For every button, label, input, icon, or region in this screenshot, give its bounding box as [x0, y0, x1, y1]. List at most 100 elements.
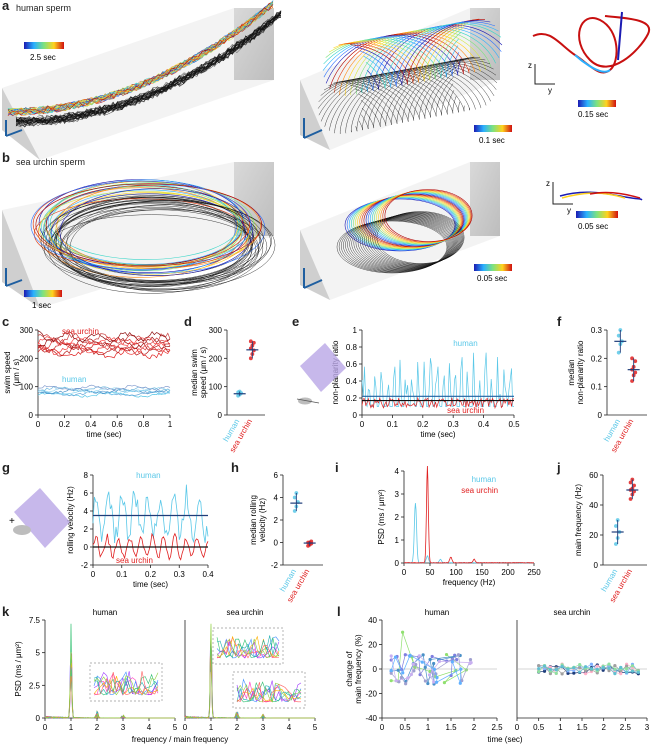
x-axis-label: frequency / main frequency	[132, 735, 229, 744]
inset-line	[93, 672, 159, 696]
b2-shadow-ring	[368, 213, 461, 266]
a2-shadow-curve	[328, 60, 464, 120]
panel-c-swim-speed: 0 100 200 300 0 0.2 0.4 0.6 0.8 1 time (sec) swim s…	[3, 326, 173, 439]
a2-shadow-curve	[333, 57, 469, 121]
data-point	[632, 483, 636, 488]
b1-ring	[56, 183, 261, 269]
panel-label-a: a	[2, 0, 10, 13]
colorbar-b3	[576, 211, 618, 218]
x-tick-label: 1.5	[445, 723, 457, 732]
inset-line	[93, 676, 159, 696]
b2-shadow-ring	[343, 219, 450, 272]
b2-ring	[359, 195, 462, 248]
x-tick-label: 3	[261, 723, 266, 732]
a2-shadow-curve	[350, 58, 486, 124]
y-tick-label: 2.5	[29, 681, 41, 690]
y-tick-label: 4	[395, 467, 400, 476]
x-tick-label: 3	[121, 723, 126, 732]
psd-line	[44, 652, 175, 719]
y-axis-label: PSD (ms / μm²)	[377, 489, 386, 545]
sperm-plane-sketch	[14, 488, 70, 548]
x-tick-label: 0.8	[138, 420, 150, 429]
a2-shadow-curve	[360, 61, 497, 127]
x-tick-label: 5	[313, 723, 318, 732]
a2-shadow-curve	[340, 68, 476, 134]
x-tick-label: 0	[380, 723, 385, 732]
y-tick-label: 0	[218, 411, 223, 420]
human-speed-line	[37, 384, 171, 391]
inset-line	[236, 685, 302, 702]
frequency-change-line	[538, 665, 639, 675]
a1-shadow-curve	[15, 14, 282, 124]
panel-e-non-planarity: 0 0.2 0.4 0.6 0.8 1 0 0.1 0.2 0.3 0.4 0.5 time (sec)…	[296, 326, 520, 439]
y-tick-label: 3	[395, 490, 400, 499]
b2-ring	[357, 195, 461, 249]
y-tick-label: 0.2	[591, 354, 603, 363]
b1-ring	[50, 193, 246, 274]
x-tick-label: 0.2	[59, 420, 71, 429]
a2-shadow-curve	[344, 57, 480, 123]
data-point	[616, 333, 621, 338]
b2-shadow-ring	[362, 214, 459, 268]
y-tick-label: 0	[598, 411, 603, 420]
a1-curve	[7, 4, 274, 117]
b2-ring	[382, 189, 472, 243]
x-axis-label: time (sec)	[487, 735, 522, 744]
urchin-speed-line	[37, 336, 171, 350]
data-point	[630, 379, 634, 383]
b2-ring	[350, 197, 458, 250]
y-axis-label: median swim	[190, 349, 199, 396]
inset-line	[216, 638, 280, 659]
data-point	[633, 370, 638, 375]
x-tick-label: 2	[601, 723, 606, 732]
row-b-title: sea urchin sperm	[16, 157, 86, 167]
data-point	[389, 668, 393, 673]
data-point	[389, 679, 393, 683]
b2-shadow-ring	[364, 214, 459, 267]
x-tick-label: 4	[147, 723, 152, 732]
a2-curve	[365, 23, 502, 89]
urchin-speed-line	[37, 346, 171, 360]
label-sea-urchin: sea urchin	[447, 406, 484, 415]
panel-label-l: l	[337, 604, 341, 619]
a2-curve	[339, 31, 475, 96]
data-point	[537, 664, 541, 668]
b1-ring	[35, 183, 262, 267]
b2-shadow-ring	[341, 219, 450, 273]
b2-shadow-ring	[353, 216, 455, 270]
x-tick-label: 200	[501, 568, 515, 577]
y-axis-label: PSD (ms / μm²)	[14, 641, 23, 697]
x-tick-label: 0	[360, 420, 365, 429]
x-tick-label: 2	[95, 723, 100, 732]
b2-ring	[355, 196, 460, 249]
panel-label-f: f	[557, 314, 562, 329]
colorbar-b2-label: 0.05 sec	[477, 274, 507, 283]
b2-shadow-ring	[357, 215, 457, 269]
b1-shadow-ring	[45, 199, 272, 282]
x-tick-label: 1	[426, 723, 431, 732]
inset-line	[216, 638, 280, 659]
b2-ring	[365, 193, 465, 247]
a2-curve	[329, 33, 465, 89]
a2-curve	[366, 24, 503, 91]
a2-shadow-curve	[318, 74, 455, 116]
y-tick-label: -40	[365, 714, 377, 723]
x-tick-label: 1	[558, 723, 563, 732]
b1-shadow-ring	[40, 196, 262, 286]
y-axis-label: swim speed	[3, 351, 12, 393]
x-tick-label: 0.5	[508, 420, 520, 429]
y-tick-label: 300	[209, 326, 223, 335]
b1-ring	[44, 182, 254, 266]
x-tick-label: 2	[472, 723, 477, 732]
inset-line	[93, 671, 159, 696]
panel-label-e: e	[292, 314, 300, 329]
x-tick-label: 1	[209, 723, 214, 732]
a1-curve	[7, 3, 274, 113]
y-tick-label: 300	[20, 326, 34, 335]
a2-shadow-curve	[320, 73, 457, 122]
a2-curve	[344, 30, 481, 96]
b2-ring	[369, 192, 467, 246]
data-point	[628, 497, 633, 501]
b1-shadow-ring	[54, 198, 264, 282]
